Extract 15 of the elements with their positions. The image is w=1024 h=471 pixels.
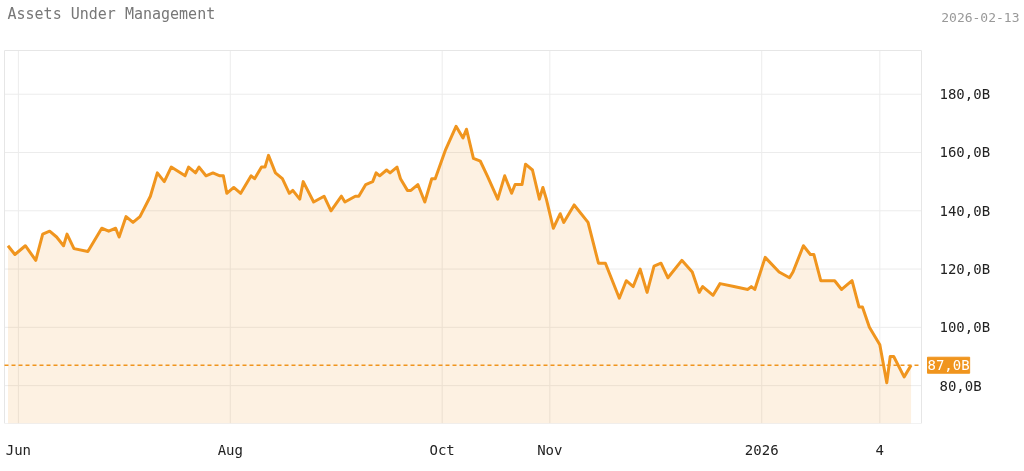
x-tick-label: Jun — [5, 441, 32, 458]
chart-title: Assets Under Management — [7, 4, 216, 23]
y-tick-label: 180,0B — [939, 86, 991, 103]
x-tick-label: Nov — [537, 441, 563, 458]
y-tick-label: 100,0B — [939, 319, 991, 336]
x-tick-label: Aug — [217, 441, 243, 458]
text: 2026-02-13 — [941, 9, 1020, 25]
y-tick-label: 160,0B — [939, 144, 991, 161]
ref-line-label: 87,0B — [927, 357, 970, 374]
x-tick-label: Oct — [429, 441, 455, 458]
y-tick-label: 80,0B — [939, 377, 982, 394]
y-tick-label: 140,0B — [939, 202, 991, 219]
x-tick-label: 4 — [875, 441, 885, 458]
x-tick-label: 2026 — [744, 441, 779, 458]
y-tick-label: 120,0B — [939, 261, 991, 278]
